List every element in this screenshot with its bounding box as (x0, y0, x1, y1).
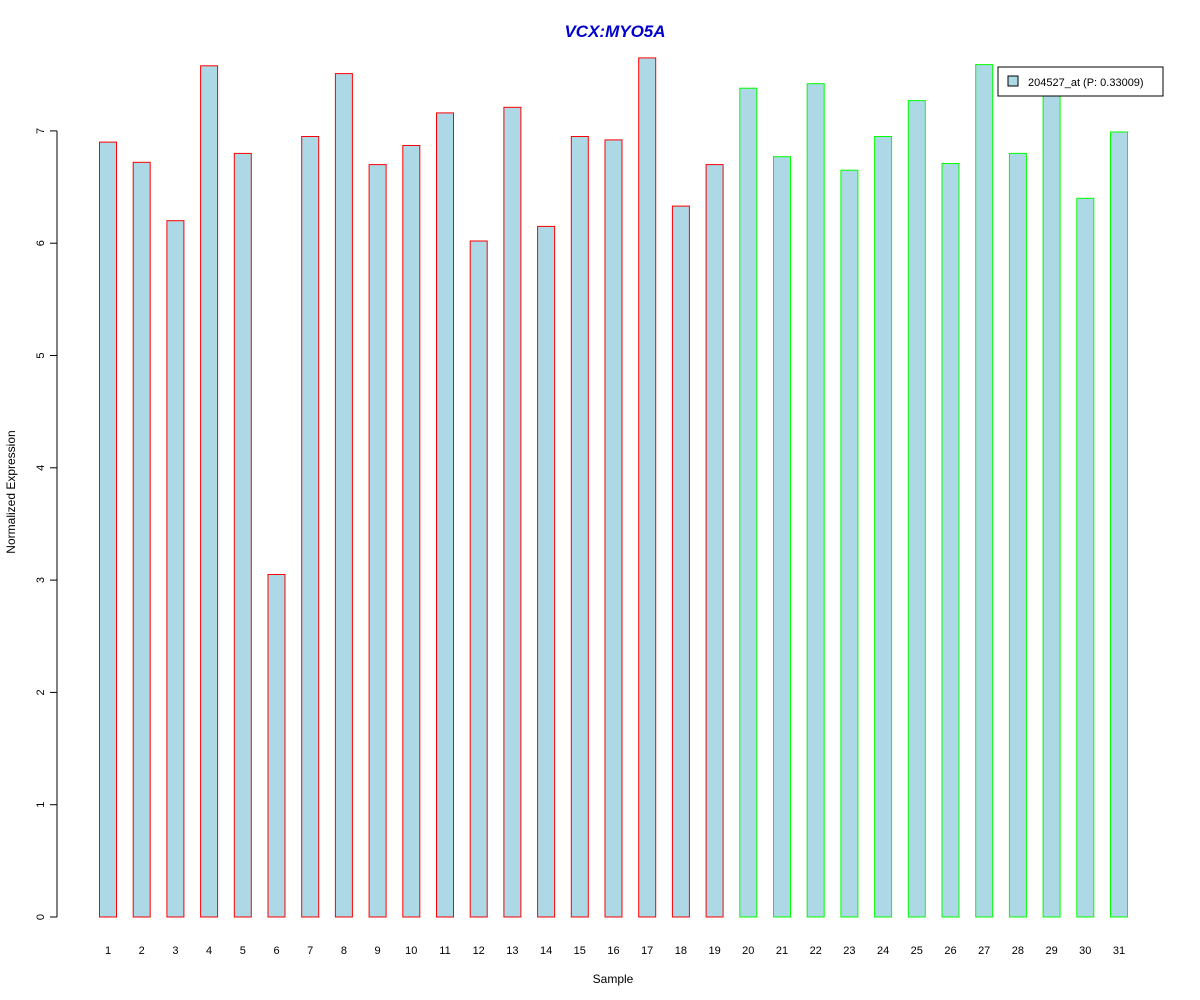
x-tick-label: 11 (439, 945, 450, 957)
bar-sample-20 (739, 87, 758, 918)
x-tick-label: 6 (273, 945, 279, 957)
legend-label: 204527_at (P: 0.33009) (1028, 77, 1144, 89)
x-tick-label: 23 (843, 945, 855, 957)
bar-sample-19 (705, 164, 724, 918)
bar-sample-23 (840, 169, 859, 918)
x-tick-label: 26 (944, 945, 956, 957)
x-axis-label: Sample (593, 972, 634, 986)
y-tick-label: 3 (35, 577, 47, 583)
legend-box (997, 66, 1164, 97)
y-tick-label: 7 (35, 128, 47, 134)
x-tick-label: 18 (675, 945, 687, 957)
x-tick-label: 24 (877, 945, 889, 957)
bar-sample-8 (334, 73, 353, 918)
x-tick-label: 9 (375, 945, 381, 957)
x-tick-label: 10 (405, 945, 417, 957)
x-tick-label: 17 (641, 945, 653, 957)
bar-sample-11 (436, 112, 454, 918)
bar-sample-22 (806, 83, 825, 918)
y-tick-label: 2 (35, 689, 47, 695)
bar-sample-7 (301, 136, 320, 918)
bar-sample-31 (1110, 131, 1128, 918)
bar-sample-28 (1008, 152, 1027, 918)
bar-sample-16 (604, 139, 623, 918)
chart-title: VCX:MYO5A (564, 22, 665, 41)
y-tick-label: 0 (35, 914, 47, 920)
bar-sample-4 (200, 65, 219, 918)
bar-sample-10 (402, 145, 421, 918)
bar-sample-6 (267, 574, 286, 918)
bar-sample-12 (469, 240, 488, 918)
bar-sample-1 (99, 141, 117, 918)
legend-swatch (1007, 75, 1019, 87)
x-tick-label: 16 (607, 945, 619, 957)
bar-sample-29 (1042, 90, 1061, 918)
x-tick-label: 13 (506, 945, 518, 957)
y-tick-label: 4 (35, 465, 47, 471)
bar-sample-15 (570, 136, 589, 918)
x-tick-label: 22 (810, 945, 822, 957)
bar-sample-2 (132, 161, 151, 918)
x-tick-label: 25 (911, 945, 923, 957)
bar-sample-13 (503, 106, 522, 918)
bars (99, 57, 1128, 918)
x-tick-label: 4 (206, 945, 212, 957)
x-tick-label: 12 (473, 945, 485, 957)
x-tick-label: 7 (307, 945, 313, 957)
y-axis: 0 1 2 3 4 5 6 7 (35, 128, 58, 920)
y-tick-label: 5 (35, 352, 47, 358)
bar-sample-25 (907, 100, 926, 918)
bar-sample-18 (671, 205, 690, 918)
x-tick-label: 15 (574, 945, 586, 957)
y-tick-label: 6 (35, 240, 47, 246)
bar-sample-21 (773, 156, 791, 918)
bar-sample-17 (638, 57, 657, 918)
bar-sample-3 (166, 220, 185, 918)
x-tick-label: 3 (172, 945, 178, 957)
y-tick-label: 1 (35, 802, 47, 808)
bar-sample-24 (874, 136, 893, 918)
x-tick-label: 14 (540, 945, 552, 957)
bar-sample-9 (368, 164, 387, 918)
y-axis-label: Normalized Expression (4, 430, 18, 553)
x-tick-label: 27 (978, 945, 990, 957)
bar-sample-30 (1076, 197, 1095, 918)
x-tick-label: 5 (240, 945, 246, 957)
bar-sample-27 (975, 64, 994, 918)
x-tick-label: 19 (708, 945, 720, 957)
bar-sample-5 (233, 152, 252, 918)
x-tick-label: 21 (776, 945, 788, 957)
x-tick-label: 31 (1113, 945, 1125, 957)
x-tick-label: 2 (139, 945, 145, 957)
x-tick-label: 28 (1012, 945, 1024, 957)
x-tick-label: 1 (105, 945, 111, 957)
x-axis-tick-labels: 1 2 3 4 5 6 7 8 9 10 11 12 13 14 15 16 17 18 19 20 21 22 23 24 2… (105, 945, 1125, 957)
x-tick-label: 8 (341, 945, 347, 957)
x-tick-label: 30 (1079, 945, 1091, 957)
legend: 204527_at (P: 0.33009) (997, 66, 1164, 97)
x-tick-label: 20 (742, 945, 754, 957)
x-tick-label: 29 (1045, 945, 1057, 957)
bar-sample-14 (537, 225, 556, 918)
bar-sample-26 (941, 163, 960, 918)
